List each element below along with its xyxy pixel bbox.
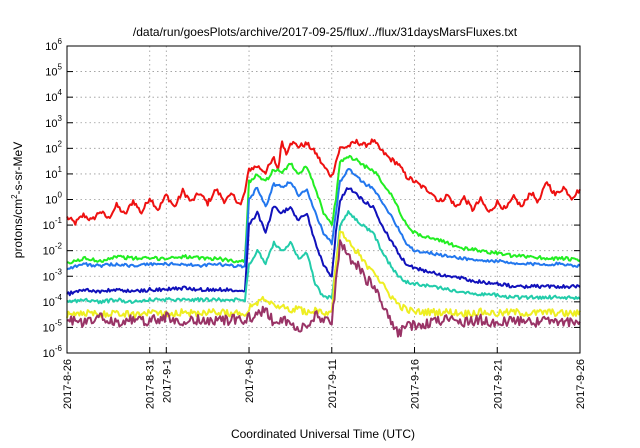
y-tick-label: 101 <box>45 165 62 181</box>
y-tick-exponent: -5 <box>55 318 63 327</box>
y-tick-mantissa: 10 <box>43 271 55 283</box>
y-tick-label: 106 <box>45 37 62 53</box>
series-line-3 <box>66 168 581 271</box>
x-tick-label: 2017-9-21 <box>492 359 504 409</box>
x-tick-label: 2017-8-26 <box>62 359 74 409</box>
y-tick-exponent: 3 <box>58 114 63 123</box>
y-tick-mantissa: 10 <box>43 348 55 360</box>
series-line-6 <box>66 230 581 320</box>
series-line-4 <box>66 187 581 297</box>
x-axis-label: Coordinated Universal Time (UTC) <box>231 427 415 441</box>
y-tick-mantissa: 10 <box>45 41 57 53</box>
y-tick-mantissa: 10 <box>43 322 55 334</box>
y-tick-exponent: -4 <box>55 293 63 302</box>
y-tick-mantissa: 10 <box>45 143 57 155</box>
y-tick-exponent: 5 <box>58 63 63 72</box>
y-tick-exponent: -3 <box>55 267 63 276</box>
x-tick-label: 2017-9-26 <box>575 359 587 409</box>
series-group <box>66 138 581 338</box>
y-tick-mantissa: 10 <box>43 297 55 309</box>
x-tick-label: 2017-9-16 <box>410 359 422 409</box>
x-tick-labels: 2017-8-26 2017-8-31 2017-9-1 2017-9-6 2017-9… <box>62 359 587 409</box>
y-tick-mantissa: 10 <box>45 67 57 79</box>
y-axis-label: protons/cm2-s-sr-MeV <box>10 142 25 258</box>
plot-frame <box>66 45 581 354</box>
y-tick-mantissa: 10 <box>45 195 57 207</box>
y-tick-exponent: 0 <box>58 191 63 200</box>
y-tick-exponent: 6 <box>58 37 63 46</box>
y-tick-label: 104 <box>45 88 62 104</box>
y-axis-label-part2: -s-sr-MeV <box>11 142 25 195</box>
y-tick-exponent: 4 <box>58 88 63 97</box>
y-tick-label: 10-6 <box>43 344 63 360</box>
y-tick-mantissa: 10 <box>45 118 57 130</box>
y-tick-label: 10-2 <box>43 242 63 258</box>
y-tick-label: 10-1 <box>43 216 63 232</box>
series-line-7 <box>66 239 581 338</box>
y-tick-mantissa: 10 <box>43 220 55 232</box>
y-axis-label-sup: 2 <box>10 194 19 199</box>
y-tick-label: 105 <box>45 63 62 79</box>
y-tick-exponent: 2 <box>58 139 63 148</box>
y-tick-label: 10-4 <box>43 293 63 309</box>
y-tick-exponent: -6 <box>55 344 63 353</box>
y-tick-label: 10-3 <box>43 267 63 283</box>
y-tick-label: 102 <box>45 139 62 155</box>
y-tick-mantissa: 10 <box>45 169 57 181</box>
y-tick-label: 103 <box>45 114 62 130</box>
series-line-1 <box>66 138 581 226</box>
y-tick-mantissa: 10 <box>45 92 57 104</box>
y-tick-labels: 10-610-510-410-310-210-11001011021031041… <box>43 37 63 360</box>
y-tick-label: 100 <box>45 191 62 207</box>
y-tick-mantissa: 10 <box>43 246 55 258</box>
y-axis-label-part1: protons/cm <box>11 199 25 258</box>
series-line-2 <box>67 154 581 265</box>
x-tick-label: 2017-8-31 <box>145 359 157 409</box>
x-tick-label: 2017-9-11 <box>327 359 339 408</box>
x-tick-label: 2017-9-6 <box>244 359 256 403</box>
grid <box>66 45 581 354</box>
y-tick-label: 10-5 <box>43 318 63 334</box>
y-tick-exponent: 1 <box>58 165 63 174</box>
y-tick-exponent: -1 <box>55 216 63 225</box>
y-tick-exponent: -2 <box>55 242 63 251</box>
series-line-5 <box>66 210 581 305</box>
chart-title: /data/run/goesPlots/archive/2017-09-25/f… <box>133 25 518 39</box>
x-tick-label: 2017-9-1 <box>161 359 173 403</box>
